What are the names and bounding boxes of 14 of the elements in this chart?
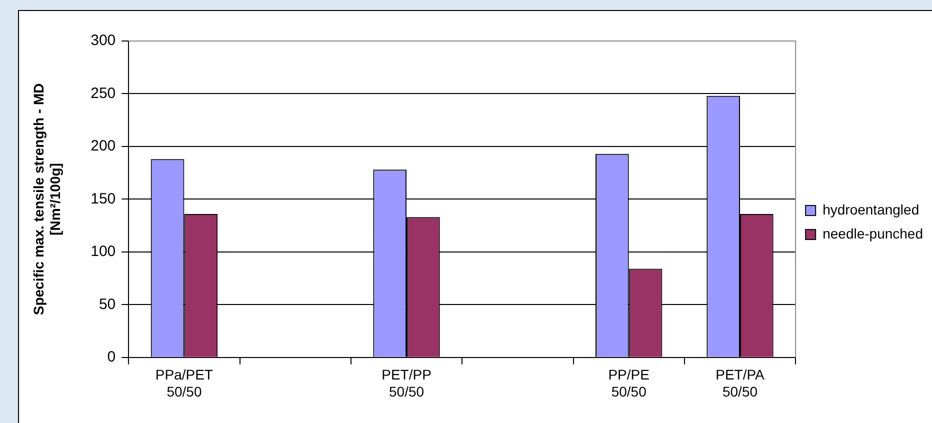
x-tick-label: PET/PP 50/50 [382, 366, 432, 400]
y-tick-label: 100 [90, 243, 116, 260]
y-tick-label: 300 [90, 32, 116, 50]
y-axis-title: Specific max. tensile strength - MD [Nm²/100g] [30, 83, 64, 316]
x-tick-label: PET/PA 50/50 [716, 366, 766, 400]
legend-label: hydroentangled [822, 201, 920, 218]
y-tick-label: 200 [90, 138, 116, 155]
y-tick-label: 50 [98, 296, 116, 313]
x-tick-label: PPa/PET 50/50 [155, 366, 214, 400]
y-tick-label: 250 [90, 84, 116, 102]
x-tick-label: PP/PE 50/50 [608, 366, 650, 400]
y-tick-label: 150 [90, 190, 116, 208]
y-tick-label: 0 [107, 348, 116, 366]
legend-label: needle-punched [822, 225, 923, 242]
